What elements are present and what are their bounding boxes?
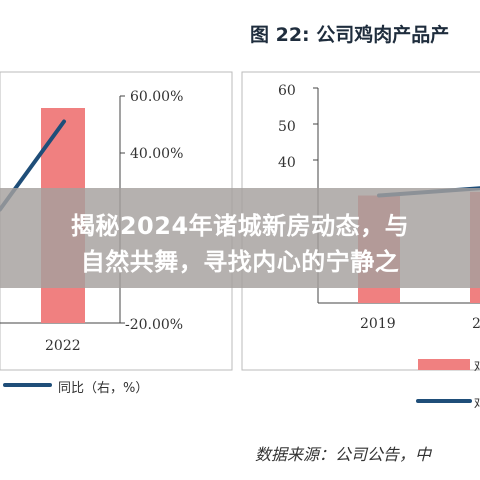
headline-overlay: 揭秘2024年诸城新房动态，与 自然共舞，寻找内心的宁静之 xyxy=(0,188,480,288)
legend-label-bar: 鸡 xyxy=(474,356,480,375)
data-source: 数据来源：公司公告，中 xyxy=(255,445,432,464)
y-tick-40: 40 xyxy=(278,155,296,171)
x-tick-2020: 2020 xyxy=(472,316,480,332)
x-tick-2022: 2022 xyxy=(45,338,81,354)
x-tick-2019: 2019 xyxy=(360,316,396,332)
headline-line-2: 自然共舞，寻找内心的宁静之 xyxy=(80,248,400,276)
headline-line-1: 揭秘2024年诸城新房动态，与 xyxy=(70,212,410,240)
legend-swatch-bar xyxy=(418,359,470,370)
y2-tick-60: 60.00% xyxy=(130,89,183,105)
y2-tick-40: 40.00% xyxy=(130,146,183,162)
y-tick-50: 50 xyxy=(278,119,296,135)
figure-title: 图 22: 公司鸡肉产品产 xyxy=(250,24,450,46)
legend-label-line: 鸡 xyxy=(474,393,480,412)
legend-label-yoy: 同比（右，%） xyxy=(58,381,149,396)
y-tick-60: 60 xyxy=(278,83,296,99)
y2-tick-neg20: -20.00% xyxy=(125,317,183,333)
